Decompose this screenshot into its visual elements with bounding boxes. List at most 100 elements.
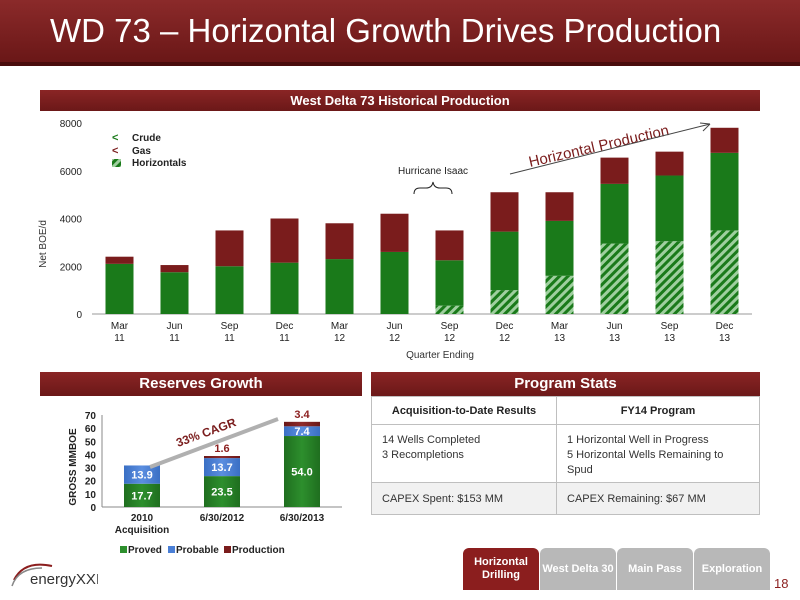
svg-text:energyXXI: energyXXI — [30, 571, 98, 588]
bar-data-label: 23.5 — [211, 487, 232, 499]
bar-probable — [204, 458, 240, 477]
bar-horizontals — [710, 230, 739, 314]
reserves-x-tick: 6/30/2012 — [200, 513, 245, 524]
bar-proved — [284, 436, 320, 507]
bar-data-label: 54.0 — [291, 467, 312, 479]
legend-gas-icon: < — [112, 145, 118, 157]
bar-crude — [160, 272, 189, 314]
bar-crude — [435, 260, 464, 306]
title-bar: WD 73 – Horizontal Growth Drives Product… — [0, 0, 800, 66]
horizontal-production-annotation: Horizontal Production — [527, 122, 671, 171]
company-logo: energyXXI — [11, 563, 98, 588]
recompletions: 3 Recompletions — [382, 449, 464, 461]
y-tick-label: 2000 — [60, 262, 83, 273]
bar-horizontals — [435, 305, 464, 314]
bar-data-label: 13.7 — [211, 462, 232, 474]
bar-gas — [545, 192, 574, 221]
bar-horizontals — [600, 243, 629, 314]
bar-gas — [655, 151, 684, 176]
bar-crude — [380, 251, 409, 314]
reserves-chart: 0 10 20 30 40 50 60 70 17.7 13.9 2010 Acquisition 2… — [68, 409, 342, 556]
bar-proved — [204, 476, 240, 507]
bar-production — [284, 421, 320, 427]
y-tick-label: 0 — [76, 310, 82, 321]
reserves-y-tick: 60 — [85, 424, 97, 435]
legend-proved-icon — [120, 546, 127, 553]
x-tick-label: Jun 13 — [606, 321, 622, 344]
bar-gas — [435, 230, 464, 261]
program-stats-table: Acquisition-to-Date Results FY14 Program… — [371, 396, 760, 515]
wells-remaining: 5 Horizontal Wells Remaining to Spud — [567, 449, 724, 476]
results-cell: 14 Wells Completed 3 Recompletions — [371, 424, 557, 483]
hurricane-brace — [413, 181, 453, 195]
program-cell: 1 Horizontal Well in Progress 5 Horizont… — [556, 424, 760, 483]
arrow-head — [699, 122, 711, 132]
bar-probable — [284, 426, 320, 437]
bar-horizontals — [490, 290, 519, 314]
x-tick-label: Mar 12 — [331, 321, 349, 344]
legend-production-label: Production — [232, 545, 285, 556]
hurricane-annotation: Hurricane Isaac — [398, 166, 468, 177]
bar-crude — [105, 263, 134, 314]
bar-gas — [325, 223, 354, 260]
bar-crude — [325, 259, 354, 314]
x-tick-label: Dec 11 — [276, 321, 294, 344]
bar-gas — [710, 127, 739, 153]
bar-production — [204, 456, 240, 459]
nav-exploration[interactable]: Exploration — [694, 548, 770, 590]
y-tick-label: 4000 — [60, 215, 83, 226]
bar-gas — [600, 157, 629, 184]
y-tick-label: 8000 — [60, 119, 83, 130]
bar-horizontals — [655, 241, 684, 314]
bar-gas — [105, 256, 134, 264]
production-chart-header: West Delta 73 Historical Production — [40, 90, 760, 111]
x-tick-label: Sep 13 — [661, 321, 679, 344]
nav-west-delta-30[interactable]: West Delta 30 — [540, 548, 616, 590]
legend-production-icon — [224, 546, 231, 553]
bar-proved — [124, 483, 160, 507]
bar-crude — [215, 266, 244, 314]
bar-crude — [490, 231, 519, 291]
x-tick-label: Sep 12 — [441, 321, 459, 344]
reserves-header: Reserves Growth — [40, 372, 362, 396]
cagr-arrow — [149, 417, 279, 469]
bar-horizontals — [545, 275, 574, 314]
legend-crude-label: Crude — [132, 133, 161, 144]
x-tick-label: Jun 11 — [166, 321, 182, 344]
bar-crude — [270, 262, 299, 314]
x-tick-label: Dec 13 — [716, 321, 734, 344]
bar-crude — [600, 183, 629, 244]
x-axis-label: Quarter Ending — [406, 350, 474, 361]
legend-probable-icon — [168, 546, 175, 553]
legend-horizontals-label: Horizontals — [132, 158, 187, 169]
nav-horizontal-drilling[interactable]: Horizontal Drilling — [463, 548, 539, 590]
program-stats-header: Program Stats — [371, 372, 760, 396]
reserves-y-tick: 70 — [85, 411, 97, 422]
reserves-x-tick: 2010 Acquisition — [115, 513, 169, 536]
bar-data-label: 13.9 — [131, 470, 152, 482]
wells-completed: 14 Wells Completed — [382, 434, 481, 446]
bar-data-label: 3.4 — [294, 409, 310, 421]
horizontal-production-arrow — [509, 123, 711, 175]
col2-header: FY14 Program — [556, 396, 760, 425]
x-tick-label: Sep 11 — [221, 321, 239, 344]
col1-header: Acquisition-to-Date Results — [371, 396, 557, 425]
bar-gas — [215, 230, 244, 267]
capex-remaining: CAPEX Remaining: $67 MM — [556, 482, 760, 515]
bar-gas — [270, 218, 299, 263]
bar-gas — [490, 192, 519, 232]
reserves-y-tick: 20 — [85, 477, 97, 488]
bar-crude — [655, 175, 684, 242]
bar-data-label: 17.7 — [131, 490, 152, 502]
legend: < Crude < Gas Horizontals — [112, 132, 187, 169]
reserves-y-tick: 40 — [85, 450, 97, 461]
reserves-y-tick: 30 — [85, 464, 97, 475]
reserves-y-tick: 50 — [85, 437, 97, 448]
legend-horizontals-icon — [112, 159, 121, 167]
bar-crude — [710, 152, 739, 231]
legend-crude-icon: < — [112, 132, 118, 144]
reserves-y-tick: 0 — [90, 503, 96, 514]
y-axis-label: Net BOE/d — [38, 220, 49, 268]
production-chart: 0 2000 4000 6000 8000 Mar 11 Jun 11 Sep 11 Dec 11 Ma… — [38, 119, 752, 361]
nav-main-pass[interactable]: Main Pass — [617, 548, 693, 590]
